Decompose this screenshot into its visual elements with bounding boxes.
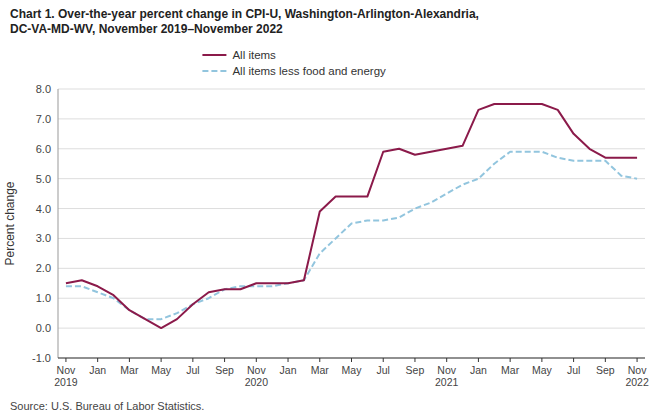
grid-line [58, 268, 645, 269]
x-tick [383, 358, 384, 362]
x-tick [319, 358, 320, 362]
grid-line [58, 208, 645, 209]
x-tick-label: Jul [567, 364, 580, 376]
x-tick [351, 358, 352, 362]
x-tick [446, 358, 447, 362]
text-line: Nov [437, 364, 456, 376]
y-tick-label: 6.0 [36, 143, 51, 155]
text-line: 2021 [435, 376, 459, 388]
y-tick-label: -1.0 [32, 352, 51, 364]
text-line: Sep [406, 364, 425, 376]
text-line: May [342, 364, 363, 376]
text-line: Jul [186, 364, 199, 376]
y-tick-label: 5.0 [36, 173, 51, 185]
x-tick-label: Sep [215, 364, 234, 376]
text-line: Mar [311, 364, 330, 376]
grid-line [58, 328, 645, 329]
x-tick-label: May [532, 364, 553, 376]
y-tick-labels: -1.0 0.0 1.0 2.0 3.0 4.0 5.0 6.0 7.0 8.0 [32, 83, 51, 364]
x-tick [414, 358, 415, 362]
text-line: Nov [57, 364, 76, 376]
legend-label: All items less food and energy [232, 65, 386, 77]
text-line: DC-VA-MD-WV, November 2019–November 2022 [10, 22, 283, 36]
x-tick-label: Mar [311, 364, 330, 376]
text-line: Jan [470, 364, 487, 376]
y-tick-label: 3.0 [36, 232, 51, 244]
x-tick [288, 358, 289, 362]
y-tick-label: 7.0 [36, 113, 51, 125]
title: Chart 1. Over-the-year percent change in… [10, 7, 479, 36]
text-line: 2022 [625, 376, 649, 388]
x-tick [637, 358, 638, 362]
text-line: Jan [280, 364, 297, 376]
y-axis-line [58, 89, 59, 358]
x-tick-label: Jul [186, 364, 199, 376]
y-tick-label: 4.0 [36, 203, 51, 215]
x-tick-label: Nov2019 [54, 364, 78, 388]
x-tick [192, 358, 193, 362]
text-line: Mar [501, 364, 520, 376]
text-line: Sep [596, 364, 615, 376]
legend-swatch [202, 70, 226, 72]
y-tick-label: 2.0 [36, 262, 51, 274]
x-tick-label: Jan [280, 364, 297, 376]
x-tick-label: Jan [470, 364, 487, 376]
series-line [66, 152, 637, 319]
x-tick [224, 358, 225, 362]
x-tick [605, 358, 606, 362]
x-tick [573, 358, 574, 362]
text-line: Sep [215, 364, 234, 376]
x-tick [97, 358, 98, 362]
x-ticks: Nov2019JanMarMayJulSepNov2020JanMarMayJu… [54, 358, 649, 388]
series-lines [66, 104, 637, 328]
grid-line [58, 178, 645, 179]
x-tick [65, 358, 66, 362]
text-line: 2020 [245, 376, 269, 388]
x-tick-label: May [342, 364, 363, 376]
y-tick-label: 1.0 [36, 292, 51, 304]
series-line [66, 104, 637, 328]
x-tick [256, 358, 257, 362]
x-tick-label: Mar [501, 364, 520, 376]
background [0, 0, 661, 420]
y-tick-label: 0.0 [36, 322, 51, 334]
x-tick-label: Sep [406, 364, 425, 376]
grid-line [58, 89, 645, 90]
legend: All items All items less food and energy [202, 49, 386, 77]
x-tick-label: Sep [596, 364, 615, 376]
grid-line [58, 148, 645, 149]
text-line: Nov [247, 364, 266, 376]
annotation: Source: U.S. Bureau of Labor Statistics. [10, 400, 204, 412]
text-line: Jul [567, 364, 580, 376]
grid-line [58, 238, 645, 239]
x-tick-label: Mar [120, 364, 139, 376]
x-tick-label: Nov2020 [245, 364, 269, 388]
chart: Chart 1. Over-the-year percent change in… [0, 0, 661, 420]
legend-swatch [202, 54, 226, 56]
grid-line [58, 298, 645, 299]
text-line: Nov [628, 364, 647, 376]
x-tick [129, 358, 130, 362]
x-tick [541, 358, 542, 362]
y-grid [58, 89, 645, 358]
text-line: Jul [377, 364, 390, 376]
text-line: Jan [89, 364, 106, 376]
legend-label: All items [232, 49, 276, 61]
x-tick-label: Jan [89, 364, 106, 376]
text-line: 2019 [54, 376, 78, 388]
y-axis-label: Percent change [3, 181, 17, 265]
x-tick-label: Nov2022 [625, 364, 649, 388]
text-line: May [532, 364, 553, 376]
x-tick-label: Jul [377, 364, 390, 376]
x-tick [510, 358, 511, 362]
y-tick-label: 8.0 [36, 83, 51, 95]
text-line: Chart 1. Over-the-year percent change in… [10, 7, 479, 21]
x-tick [161, 358, 162, 362]
grid-line [58, 118, 645, 119]
x-tick-label: May [151, 364, 172, 376]
x-tick [478, 358, 479, 362]
text-line: May [151, 364, 172, 376]
x-tick-label: Nov2021 [435, 364, 459, 388]
text-line: Mar [120, 364, 139, 376]
